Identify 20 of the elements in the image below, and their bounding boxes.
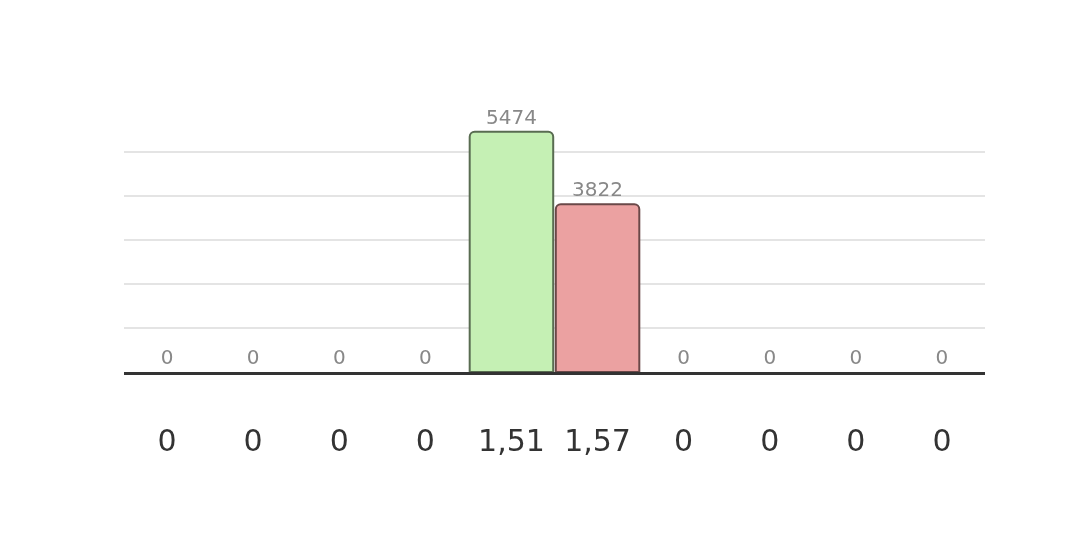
x-tick-label: 0 [157, 423, 177, 458]
data-label: 0 [246, 345, 260, 369]
x-tick-label: 0 [415, 423, 435, 458]
x-tick-label: 0 [674, 423, 694, 458]
data-label: 0 [160, 345, 174, 369]
data-label: 0 [935, 345, 949, 369]
data-label: 0 [763, 345, 777, 369]
x-tick-label: 0 [329, 423, 349, 458]
x-tick-label: 0 [846, 423, 866, 458]
x-tick-label: 1,57 [564, 423, 631, 458]
data-label: 0 [332, 345, 346, 369]
data-label: 0 [849, 345, 863, 369]
x-tick-label: 1,51 [478, 423, 545, 458]
data-label: 0 [418, 345, 432, 369]
x-tick-label: 0 [243, 423, 263, 458]
data-label: 5474 [486, 104, 537, 129]
x-tick-label: 0 [932, 423, 952, 458]
data-label: 0 [677, 345, 691, 369]
data-label: 3822 [572, 177, 623, 202]
x-tick-label: 0 [760, 423, 780, 458]
